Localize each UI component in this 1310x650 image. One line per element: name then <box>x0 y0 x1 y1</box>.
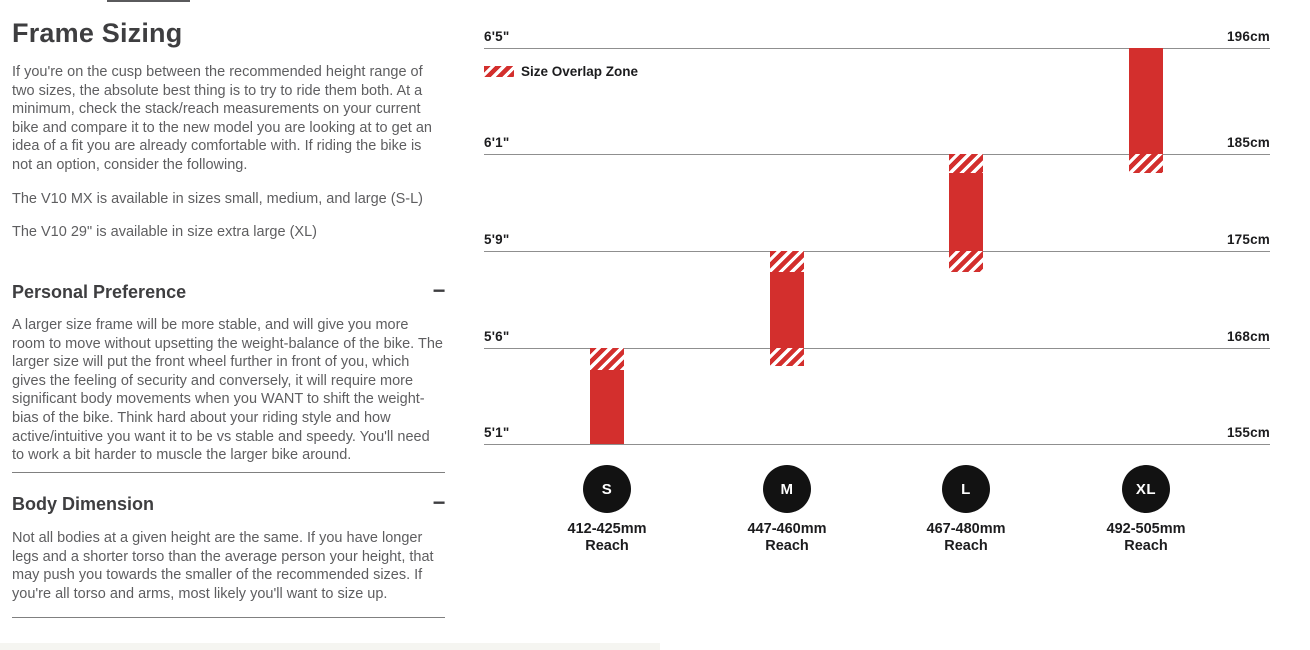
size-badge-l: L <box>942 465 990 513</box>
height-gridline <box>484 251 1270 252</box>
height-label-imperial: 5'1" <box>484 425 510 440</box>
section-title-personal-preference: Personal Preference <box>12 282 187 302</box>
size-bar-l <box>949 173 983 251</box>
size-badge-xl: XL <box>1122 465 1170 513</box>
availability-v10-29: The V10 29" is available in size extra l… <box>12 224 317 240</box>
chart-legend: Size Overlap Zone <box>484 64 638 79</box>
height-label-imperial: 5'9" <box>484 232 510 247</box>
height-label-metric: 185cm <box>1226 135 1270 150</box>
size-bar-s <box>590 370 624 444</box>
overlap-zone-top-l <box>949 154 983 174</box>
page-title: Frame Sizing <box>12 18 183 48</box>
section-title-body-dimension: Body Dimension <box>12 494 155 514</box>
availability-v10-mx: The V10 MX is available in sizes small, … <box>12 191 423 207</box>
overlap-zone-bottom-xl <box>1129 154 1163 174</box>
size-bar-m <box>770 271 804 348</box>
overlap-zone-top-s <box>590 348 624 371</box>
height-label-imperial: 6'1" <box>484 135 510 150</box>
height-label-metric: 168cm <box>1226 329 1270 344</box>
size-badge-s: S <box>583 465 631 513</box>
overlap-zone-bottom-l <box>949 251 983 272</box>
height-label-imperial: 5'6" <box>484 329 510 344</box>
reach-range: 467-480mm <box>926 521 1006 537</box>
height-label-metric: 175cm <box>1226 232 1270 247</box>
minus-icon[interactable]: − <box>432 490 446 515</box>
height-gridline <box>484 154 1270 155</box>
height-gridline <box>484 444 1270 445</box>
overlap-zone-top-m <box>770 251 804 272</box>
reach-caption: Reach <box>944 537 988 554</box>
reach-caption: Reach <box>765 537 809 554</box>
height-label-metric: 196cm <box>1226 29 1270 44</box>
reach-range: 447-460mm <box>747 521 827 537</box>
reach-label-s: 412-425mm Reach <box>537 521 677 554</box>
accordion-header-personal-preference[interactable]: Personal Preference − <box>12 279 445 306</box>
height-gridline <box>484 48 1270 49</box>
reach-label-m: 447-460mm Reach <box>717 521 857 554</box>
reach-caption: Reach <box>585 537 629 554</box>
height-label-metric: 155cm <box>1226 425 1270 440</box>
height-gridline <box>484 348 1270 349</box>
section-divider <box>12 472 445 473</box>
minus-icon[interactable]: − <box>432 278 446 303</box>
intro-paragraph: If you're on the cusp between the recomm… <box>12 64 432 173</box>
height-label-imperial: 6'5" <box>484 29 510 44</box>
reach-range: 492-505mm <box>1106 521 1186 537</box>
reach-caption: Reach <box>1124 537 1168 554</box>
accordion-header-body-dimension[interactable]: Body Dimension − <box>12 491 445 518</box>
reach-range: 412-425mm <box>567 521 647 537</box>
legend-label: Size Overlap Zone <box>521 64 639 79</box>
top-edge-fragment <box>107 0 190 2</box>
personal-preference-paragraph: A larger size frame will be more stable,… <box>12 317 443 464</box>
section-divider <box>12 617 445 618</box>
overlap-zone-bottom-m <box>770 348 804 367</box>
size-badge-m: M <box>763 465 811 513</box>
body-dimension-paragraph: Not all bodies at a given height are the… <box>12 530 434 602</box>
overlap-hatch-swatch-icon <box>484 66 514 77</box>
reach-label-l: 467-480mm Reach <box>896 521 1036 554</box>
size-bar-xl <box>1129 48 1163 154</box>
next-section-edge <box>0 643 660 650</box>
reach-label-xl: 492-505mm Reach <box>1076 521 1216 554</box>
